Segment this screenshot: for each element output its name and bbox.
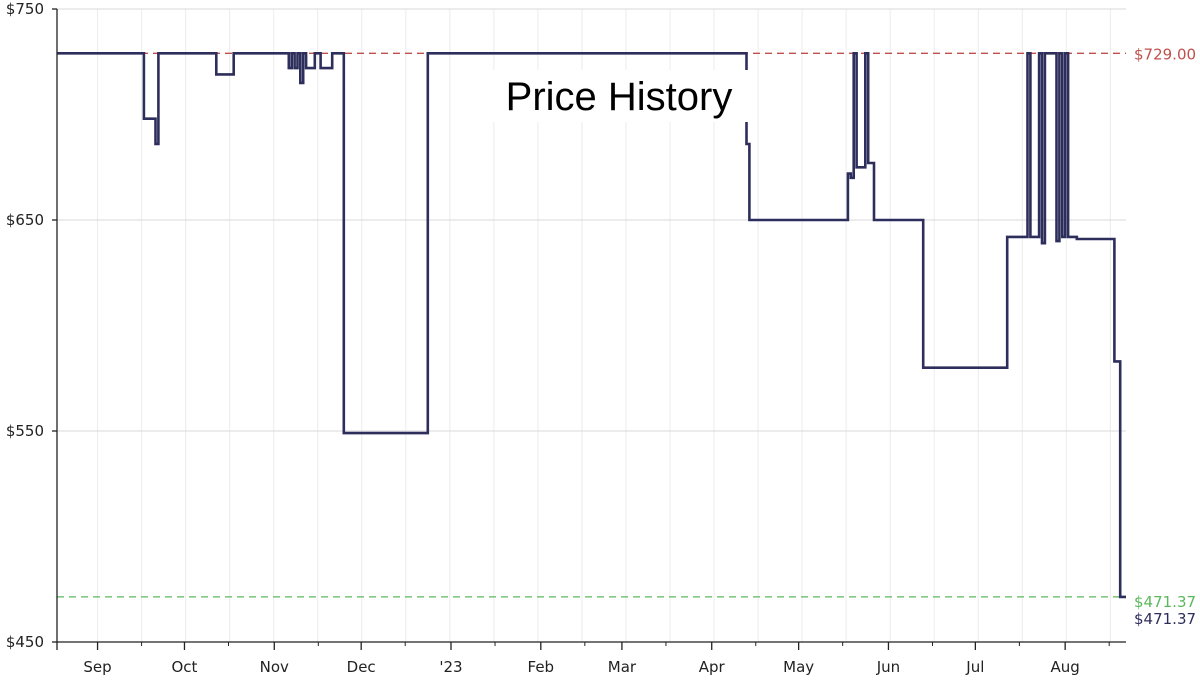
- y-tick-label: $450: [6, 633, 44, 651]
- current-price-label: $471.37: [1134, 610, 1196, 628]
- series-group: [57, 52, 1126, 599]
- y-tick-label: $550: [6, 422, 44, 440]
- chart-title: Price History: [506, 75, 733, 119]
- x-tick-label: Mar: [608, 658, 637, 676]
- x-tick-label: Nov: [260, 658, 289, 676]
- highest-price-label: $729.00: [1134, 45, 1196, 63]
- x-tick-label: Apr: [699, 658, 726, 676]
- x-tick-label: Sep: [83, 658, 111, 676]
- y-tick-label: $650: [6, 211, 44, 229]
- x-tick-label: '23: [439, 658, 462, 676]
- y-tick-label: $750: [6, 0, 44, 18]
- x-tick-label: Aug: [1051, 658, 1080, 676]
- title-background: [488, 70, 750, 122]
- x-axis-ticks: Sep Oct Nov Dec '23 Feb Mar Apr May Jun Jul Aug: [56, 642, 1110, 676]
- x-tick-label: Jul: [965, 658, 984, 676]
- x-tick-label: Oct: [172, 658, 198, 676]
- y-axis-ticks: $450 $550 $650 $750: [6, 0, 57, 651]
- x-tick-label: Feb: [528, 658, 555, 676]
- lowest-price-label: $471.37: [1134, 593, 1196, 611]
- x-tick-label: Jun: [876, 658, 900, 676]
- x-tick-label: Dec: [347, 658, 376, 676]
- price-series-line: [57, 52, 1126, 599]
- x-tick-label: May: [783, 658, 814, 676]
